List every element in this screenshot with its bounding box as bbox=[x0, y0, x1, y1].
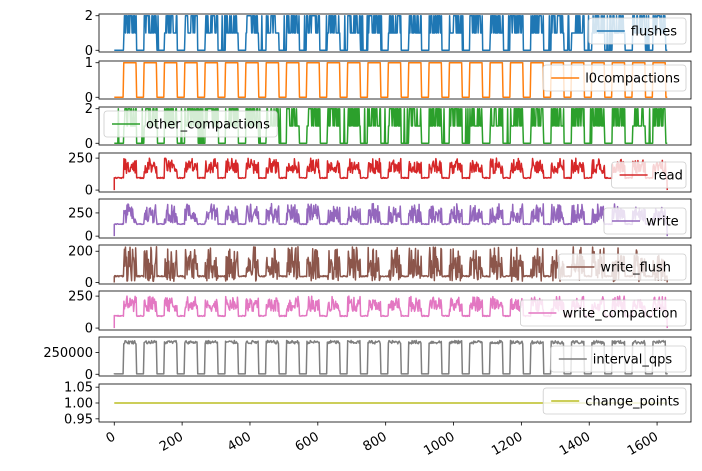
legend-box bbox=[611, 161, 687, 189]
legend-read: read bbox=[611, 161, 687, 189]
subplot-flushes: 0 2 flushes bbox=[85, 9, 692, 59]
series-line-write bbox=[113, 202, 668, 237]
y-tick-label: 1.00 bbox=[64, 397, 93, 412]
subplot-l0compactions: 0 1 l0compactions bbox=[85, 56, 692, 106]
legend-flushes: flushes bbox=[588, 17, 687, 45]
axes-frame-interval_qps bbox=[98, 336, 692, 377]
legend-label-write: write bbox=[646, 215, 679, 230]
axes-frame-other_compactions bbox=[98, 106, 692, 146]
y-tick-label: 0 bbox=[85, 91, 93, 106]
axes-frame-write bbox=[98, 198, 692, 239]
legend-box bbox=[558, 253, 687, 281]
y-tick-label: 0 bbox=[85, 184, 93, 199]
subplot-read: 0 250 read bbox=[68, 152, 692, 199]
y-tick-label: 0 bbox=[85, 44, 93, 59]
series-line-flushes bbox=[114, 14, 668, 52]
subplot-write_compaction: 0 250 write_compaction bbox=[68, 290, 692, 337]
y-tick-label: 2 bbox=[85, 9, 93, 24]
y-tick-label: 0 bbox=[85, 137, 93, 152]
series-line-read bbox=[113, 157, 668, 191]
legend-write_flush: write_flush bbox=[558, 253, 687, 281]
subplots-group: 02flushes01l0compactions02other_compacti… bbox=[43, 9, 692, 427]
subplot-change_points: 0.951.001.05 change_points bbox=[64, 381, 692, 427]
y-tick-label: 2 bbox=[85, 102, 93, 117]
series-line-interval_qps bbox=[113, 339, 668, 375]
legend-change_points: change_points bbox=[542, 387, 687, 415]
subplot-interval_qps: 0 250000 interval_qps bbox=[43, 336, 692, 383]
y-tick-label: 0 bbox=[85, 368, 93, 383]
subplot-write: 0 250 write bbox=[68, 198, 692, 245]
legend-label-flushes: flushes bbox=[631, 25, 677, 40]
axes-frame-write_compaction bbox=[98, 290, 692, 331]
legend-box bbox=[520, 299, 687, 327]
axes-frame-flushes bbox=[98, 13, 692, 53]
legend-label-read: read bbox=[654, 169, 683, 184]
legend-label-interval_qps: interval_qps bbox=[593, 353, 673, 368]
legend-box bbox=[103, 110, 278, 138]
legend-box bbox=[542, 64, 687, 92]
y-tick-label: 250 bbox=[68, 290, 93, 305]
axes-frame-write_flush bbox=[98, 244, 692, 285]
y-tick-label: 250 bbox=[68, 206, 93, 221]
legend-box bbox=[603, 207, 687, 235]
series-line-l0compactions bbox=[114, 61, 668, 99]
y-tick-label: 250 bbox=[68, 152, 93, 167]
y-tick-label: 0 bbox=[85, 322, 93, 337]
subplot-write_flush: 0 200 write_flush bbox=[68, 244, 692, 291]
legend-label-change_points: change_points bbox=[585, 395, 679, 410]
y-tick-label: 1.05 bbox=[64, 381, 93, 396]
y-tick-label: 200 bbox=[68, 245, 93, 260]
legend-box bbox=[542, 387, 687, 415]
legend-box bbox=[588, 17, 687, 45]
legend-label-l0compactions: l0compactions bbox=[585, 72, 680, 87]
legend-label-write_compaction: write_compaction bbox=[562, 307, 677, 322]
legend-label-other_compactions: other_compactions bbox=[146, 118, 270, 133]
y-tick-label: 0 bbox=[85, 230, 93, 245]
y-tick-label: 250000 bbox=[43, 346, 93, 361]
legend-box bbox=[550, 345, 687, 373]
legend-label-write_flush: write_flush bbox=[600, 261, 671, 276]
y-tick-label: 0 bbox=[85, 276, 93, 291]
subplot-other_compactions: 0 2 other_compactions bbox=[85, 102, 692, 152]
legend-write_compaction: write_compaction bbox=[520, 299, 687, 327]
legend-write: write bbox=[603, 207, 687, 235]
y-tick-label: 1 bbox=[85, 56, 93, 71]
axes-frame-read bbox=[98, 152, 692, 193]
legend-other_compactions: other_compactions bbox=[103, 110, 278, 138]
axes-frame-l0compactions bbox=[98, 60, 692, 100]
legend-interval_qps: interval_qps bbox=[550, 345, 687, 373]
y-tick-label: 0.95 bbox=[64, 412, 93, 427]
legend-l0compactions: l0compactions bbox=[542, 64, 687, 92]
